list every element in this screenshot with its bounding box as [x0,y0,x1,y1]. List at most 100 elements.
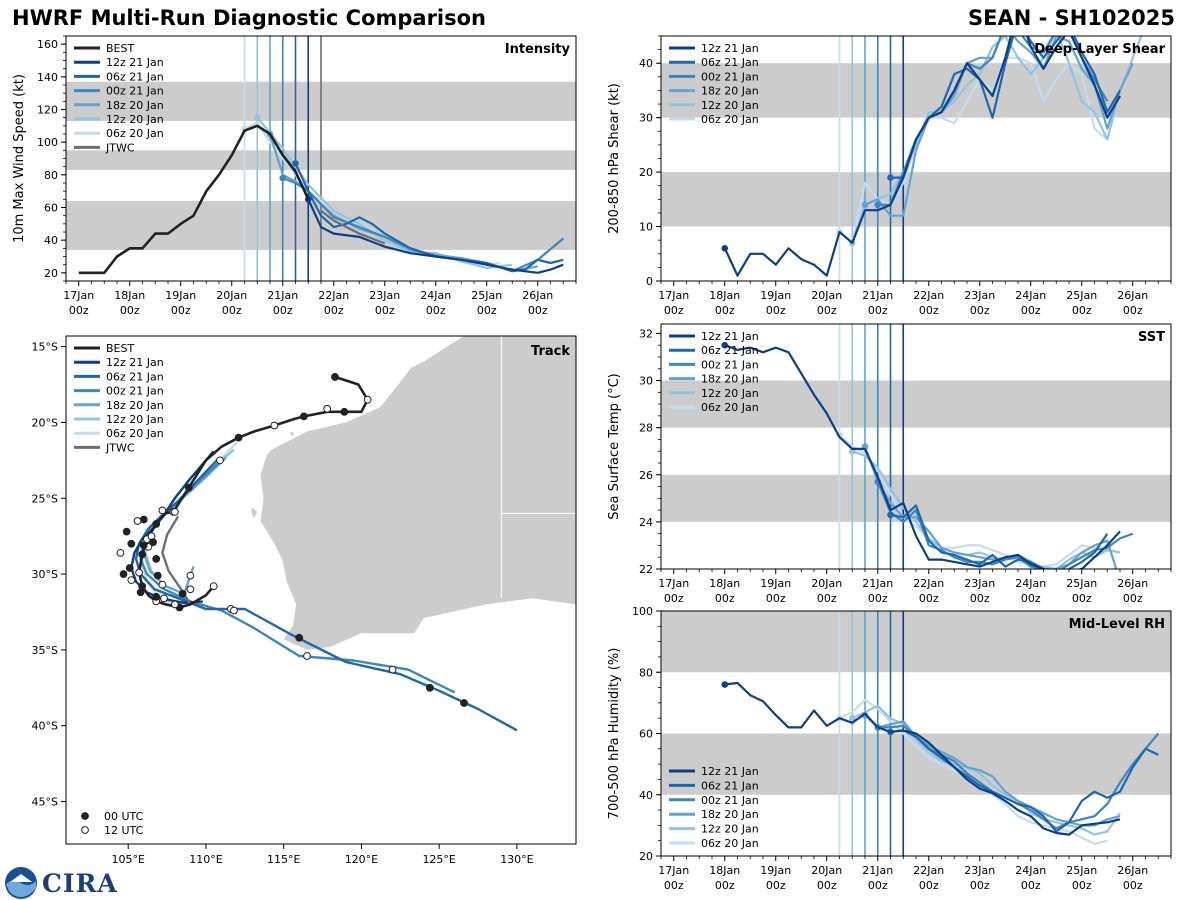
sst-xtick-sublabel: 00z [1021,592,1041,605]
track-ytick-label: 15°S [32,341,58,354]
sst-plot-area [661,324,1171,569]
shear-plot-area [661,36,1171,281]
legend-label: 12z 21 Jan [701,765,759,778]
intensity-xtick-label: 22Jan [318,289,349,302]
legend-label: 12z 20 Jan [106,113,164,126]
track-marker-12utc [186,585,195,594]
rh-xtick-sublabel: 00z [1021,879,1041,892]
track-marker-12utc [209,582,218,591]
rh-ylabel: 700-500 hPa Humidity (%) [607,648,622,820]
track-marker-00utc [119,570,128,578]
track-marker-12utc [216,456,224,465]
intensity-ytick-label: 140 [37,71,58,84]
intensity-ytick-label: 160 [37,38,58,51]
sst-title: SST [1138,330,1165,345]
legend-label: JTWC [105,141,135,154]
sst-init-point [721,341,729,349]
track-frame [65,335,577,845]
intensity-init-point [253,114,261,121]
track-marker-12utc [363,395,372,404]
intensity-init-point [279,174,287,182]
shear-ylabel: 200-850 hPa Shear (kt) [607,83,622,234]
rh-xtick-sublabel: 00z [715,879,735,892]
intensity-xtick-label: 18Jan [114,289,145,302]
sst-series-line [838,433,1108,568]
shear-xtick-label: 20Jan [811,289,842,302]
shear-title: Deep-Layer Shear [1034,42,1165,57]
intensity-ytick-label: 120 [37,104,58,117]
shear-ytick-label: 0 [646,275,653,288]
sst-series-line [724,344,1121,569]
intensity-chart: 20 40 60 80 100 120 140 160 17Jan 00z 18Jan 00z 19Ja… [12,35,577,317]
track-marker-12utc [186,571,195,580]
track-xtick-label: 130°E [500,853,533,866]
sst-ytick-label: 28 [639,422,653,435]
intensity-xtick-sublabel: 00z [426,304,446,317]
sst-ytick-label: 22 [639,563,653,576]
legend-label: 06z 20 Jan [701,837,759,850]
shear-xtick-label: 26Jan [1117,289,1148,302]
rh-ytick-label: 60 [639,728,653,741]
shear-init-point [887,174,894,181]
intensity-ytick-label: 60 [44,202,58,215]
sst-xtick-label: 24Jan [1015,577,1046,590]
track-marker-00utc [125,564,134,572]
track-marker-00utc [234,433,243,442]
legend-label: 18z 20 Jan [701,373,759,386]
track-marker-00utc [152,520,161,528]
storm-id: SEAN - SH102025 [967,6,1175,30]
track-marker-12utc [160,594,168,603]
track-marker-00utc [152,555,161,563]
island-land [289,431,295,437]
rh-xtick-sublabel: 00z [919,879,939,892]
shear-ytick-label: 30 [639,112,653,125]
rh-xtick-label: 20Jan [811,864,842,877]
rh-xtick-label: 26Jan [1117,864,1148,877]
track-marker-12utc [127,576,136,585]
shear-init-point [721,245,729,252]
shear-ytick-label: 40 [639,57,653,70]
shear-init-point [874,201,882,209]
intensity-xtick-sublabel: 00z [69,304,89,317]
rh-xtick-sublabel: 00z [664,879,684,892]
rh-xtick-label: 23Jan [964,864,995,877]
shear-xtick-label: 25Jan [1066,289,1097,302]
sst-xtick-sublabel: 00z [715,592,735,605]
shear-xtick-label: 21Jan [862,289,893,302]
sst-xtick-sublabel: 00z [664,592,684,605]
shear-xtick-sublabel: 00z [664,304,684,317]
track-marker-00utc [153,571,162,580]
legend-label: 06z 20 Jan [106,427,164,440]
track-marker-legend-label: 12 UTC [104,824,144,837]
shear-xtick-label: 19Jan [760,289,791,302]
rh-xtick-sublabel: 00z [1072,879,1092,892]
track-marker-12utc [135,568,143,577]
track-marker-00utc [152,592,161,601]
track-marker-00utc [425,683,434,692]
rh-series-line [724,681,1121,836]
logo: CIRA [4,866,118,900]
intensity-ytick-label: 40 [44,234,58,247]
sst-xtick-label: 17Jan [658,577,689,590]
intensity-xtick-label: 19Jan [165,289,196,302]
sst-ytick-label: 32 [639,327,653,340]
legend-label: 12z 20 Jan [701,823,759,836]
track-marker-12utc [170,600,179,609]
legend-label: 12z 21 Jan [701,330,759,343]
sst-xtick-sublabel: 00z [1123,592,1143,605]
legend-label: 18z 20 Jan [701,85,759,98]
legend-label: 06z 21 Jan [106,370,164,383]
sst-band [661,474,1171,522]
track-marker-12utc [133,517,142,525]
track-title: Track [531,344,570,359]
rh-ytick-label: 20 [639,850,653,863]
intensity-xtick-sublabel: 00z [222,304,242,317]
sst-band [661,380,1171,428]
legend-label: 00z 21 Jan [106,85,164,98]
track-marker-00utc [184,483,193,492]
rh-xtick-sublabel: 00z [1123,879,1143,892]
track-marker-12utc [116,548,125,557]
sst-xtick-label: 21Jan [862,577,893,590]
legend-label: 12z 20 Jan [106,413,164,426]
intensity-xtick-sublabel: 00z [273,304,293,317]
